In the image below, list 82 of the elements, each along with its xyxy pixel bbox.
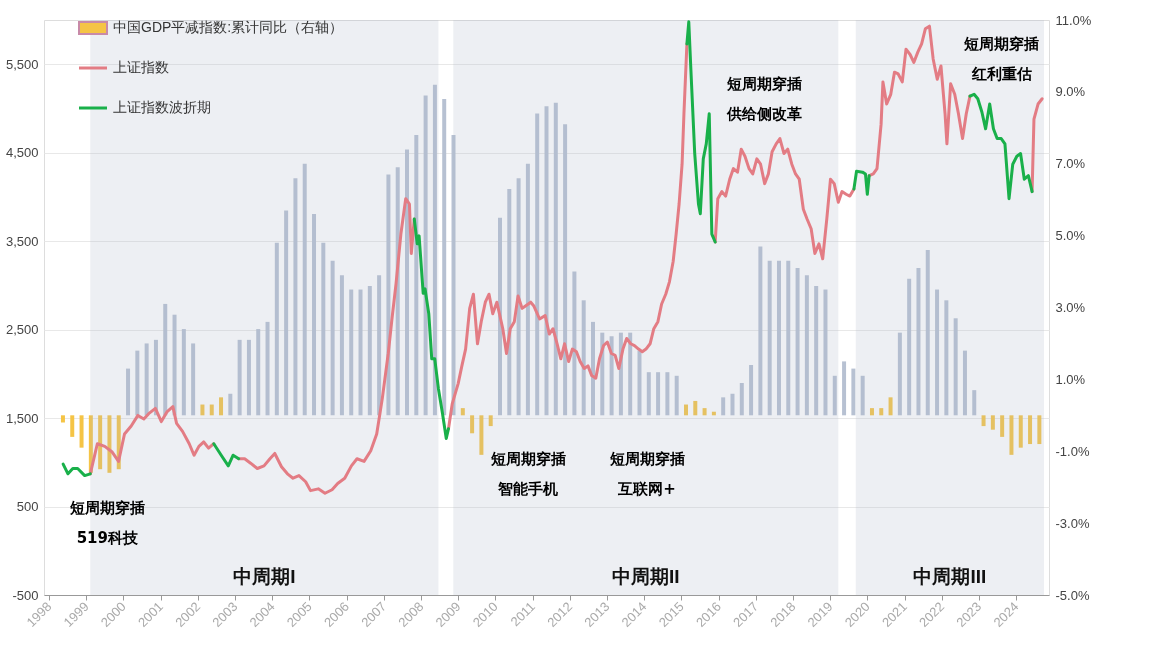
bar xyxy=(721,397,726,416)
bar xyxy=(191,343,196,416)
bar xyxy=(70,415,75,437)
bar xyxy=(60,415,65,423)
annotation: 互联网+ xyxy=(617,479,676,498)
annotation: 供给侧改革 xyxy=(726,104,803,123)
bar xyxy=(842,361,847,416)
bar xyxy=(786,260,791,416)
y2-tick-label: -3.0% xyxy=(1055,515,1090,531)
bar xyxy=(860,375,865,416)
bar xyxy=(795,267,800,416)
y2-tick-label: 1.0% xyxy=(1055,371,1086,387)
bar xyxy=(832,375,837,416)
y-tick-label: 4,500 xyxy=(5,145,39,161)
band-label: 中周期II xyxy=(612,565,680,587)
bar xyxy=(739,382,744,416)
bar xyxy=(953,318,958,416)
annotation: 智能手机 xyxy=(497,479,559,498)
bar xyxy=(776,260,781,416)
y2-tick-label: 7.0% xyxy=(1055,156,1086,172)
y-tick-label: -500 xyxy=(12,587,39,603)
bar xyxy=(869,408,874,416)
bar xyxy=(163,303,168,416)
y-tick-label: 2,500 xyxy=(5,322,39,338)
bar xyxy=(1000,415,1005,437)
bar xyxy=(981,415,986,427)
y2-tick-label: 3.0% xyxy=(1055,300,1086,315)
bar xyxy=(1018,415,1023,448)
bar xyxy=(172,314,177,416)
annotation: 519科技 xyxy=(76,529,139,548)
annotation: 短周期穿插 xyxy=(608,449,685,468)
y-tick-label: 1,500 xyxy=(5,410,39,426)
bar xyxy=(888,397,893,416)
bar xyxy=(879,408,884,416)
bar xyxy=(1009,415,1014,455)
bar xyxy=(935,289,940,416)
y2-tick-label: -5.0% xyxy=(1055,587,1090,603)
bar xyxy=(944,300,949,416)
annotation: 短周期穿插 xyxy=(68,499,145,518)
band-label: 中周期I xyxy=(233,565,296,587)
bar xyxy=(823,289,828,416)
bar xyxy=(126,368,131,416)
annotation: 红利重估 xyxy=(970,65,1032,84)
band-label: 中周期III xyxy=(913,565,987,587)
annotation: 短周期穿插 xyxy=(726,74,803,93)
bar xyxy=(851,368,856,416)
bar xyxy=(693,400,698,416)
bar xyxy=(153,339,158,416)
bar xyxy=(749,365,754,416)
legend-label: 上证指数 xyxy=(113,59,169,75)
bar xyxy=(814,285,819,416)
y-tick-label: 3,500 xyxy=(5,233,39,249)
bar xyxy=(758,246,763,416)
y2-tick-label: 9.0% xyxy=(1055,84,1086,100)
y2-tick-label: 5.0% xyxy=(1055,228,1086,244)
bar xyxy=(907,278,912,416)
bar xyxy=(730,393,735,416)
y2-tick-label: -1.0% xyxy=(1055,443,1090,459)
bar xyxy=(135,350,140,416)
annotation: 短周期穿插 xyxy=(489,449,566,468)
y-tick-label: 500 xyxy=(16,499,39,515)
bar xyxy=(702,408,707,416)
bar xyxy=(916,267,921,416)
bar xyxy=(79,415,84,448)
legend-label: 中国GDP平减指数:累计同比（右轴） xyxy=(113,19,344,35)
y2-tick-label: 11.0% xyxy=(1055,12,1092,28)
y-tick-label: 5,500 xyxy=(5,56,39,72)
bar xyxy=(144,343,149,416)
bar xyxy=(804,275,809,416)
bar xyxy=(925,250,930,416)
bar xyxy=(767,260,772,416)
bar xyxy=(1028,415,1033,445)
legend-label: 上证指数波折期 xyxy=(113,99,211,115)
annotation: 短周期穿插 xyxy=(963,35,1040,54)
bar xyxy=(962,350,967,416)
bar xyxy=(990,415,995,430)
bar xyxy=(972,390,977,416)
bar xyxy=(219,397,224,416)
bar xyxy=(897,332,902,416)
bar xyxy=(228,393,233,416)
bar xyxy=(1037,415,1042,445)
bar xyxy=(181,329,186,416)
